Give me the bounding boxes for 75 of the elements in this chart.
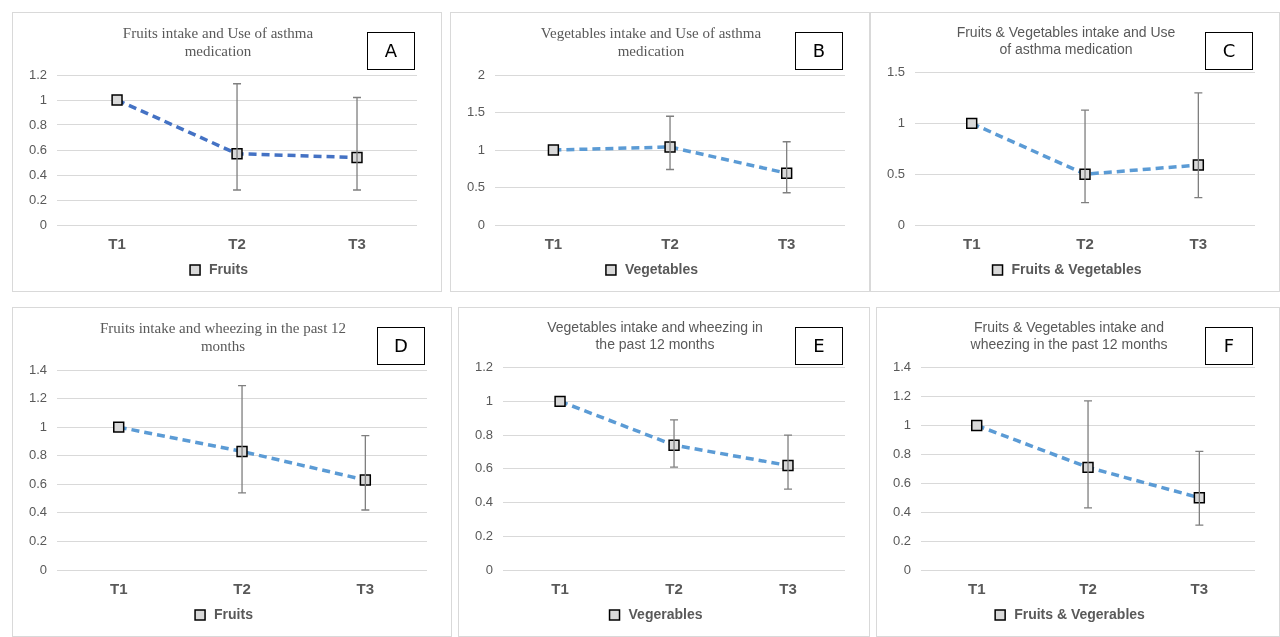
y-tick-label: 0.4 [892,503,912,519]
legend-label: Fruits [214,605,254,622]
x-tick-label: T1 [544,235,563,253]
chart-title: Fruits & Vegetables intake and wheezing in the past 12 months [969,319,1168,353]
legend-label: Vegerables [628,605,703,622]
y-tick-label: 1 [485,392,494,408]
text: D [377,327,425,365]
x-tick-label: T3 [1189,235,1208,253]
y-tick-label: 0.6 [474,460,494,476]
chart-title: Fruits & Vegetables intake and Use of asthma medication [956,24,1176,58]
y-tick-label: 1.2 [28,66,48,82]
x-tick-label: T3 [779,580,797,598]
y-tick-label: 0.4 [474,494,494,510]
y-tick-label: 0.6 [892,474,912,490]
x-tick-label: T2 [1076,235,1094,253]
y-tick-label: 1 [903,417,912,433]
x-tick-label: T2 [1079,580,1097,598]
y-tick-label: 0 [485,561,494,577]
legend-label: Vegetables [624,260,699,277]
y-tick-label: 0 [39,216,48,232]
y-tick-label: 0.2 [892,532,912,548]
text: F [1205,327,1253,365]
y-tick-label: 0.5 [886,165,906,181]
x-tick-label: T1 [962,235,981,253]
x-tick-label: T1 [108,235,126,253]
y-tick-label: 0.6 [28,475,48,491]
y-tick-label: 2 [477,66,486,82]
text: C [1205,32,1253,70]
y-tick-label: 0.5 [466,179,486,195]
x-tick-label: T1 [551,580,569,598]
y-tick-label: 1.2 [892,388,912,404]
y-tick-label: 0.8 [892,445,912,461]
legend-label: Fruits [209,260,249,277]
y-tick-label: 0 [477,216,486,232]
y-tick-label: 0.8 [474,426,494,442]
y-tick-label: 0.4 [28,504,48,520]
y-tick-label: 0.8 [28,116,48,132]
y-tick-label: 0 [897,216,906,232]
y-tick-label: 1 [477,141,486,157]
x-tick-label: T2 [661,235,679,253]
x-tick-label: T3 [777,235,796,253]
y-tick-label: 1.4 [28,361,48,377]
y-tick-label: 0.2 [28,191,48,207]
y-tick-label: 1.5 [466,104,486,120]
y-tick-label: 1 [897,114,906,130]
legend-label: Fruits & Vegerables [1014,605,1146,622]
x-tick-label: T2 [665,580,683,598]
x-tick-label: T3 [348,235,366,253]
y-tick-label: 0 [903,561,912,577]
y-tick-label: 0 [39,561,48,577]
y-tick-label: 1 [39,418,48,434]
y-tick-label: 1 [39,91,48,107]
y-tick-label: 1.2 [28,390,48,406]
y-tick-label: 0.2 [474,527,494,543]
y-tick-label: 1.5 [886,64,906,80]
x-tick-label: T2 [228,235,246,253]
y-tick-label: 0.4 [28,166,48,182]
y-tick-label: 0.6 [28,141,48,157]
legend-label: Fruits & Vegetables [1011,260,1142,277]
y-tick-label: 1.2 [474,359,494,375]
x-tick-label: T1 [109,580,128,598]
text: B [795,32,843,70]
x-tick-label: T2 [233,580,251,598]
y-tick-label: 0.2 [28,533,48,549]
x-tick-label: T3 [1190,580,1209,598]
chart-title: Fruits intake and Use of asthma medication [122,24,314,59]
y-tick-label: 0.8 [28,447,48,463]
chart-title: Fruits intake and wheezing in the past 12 months [99,319,347,354]
x-tick-label: T1 [967,580,986,598]
x-tick-label: T3 [356,580,375,598]
chart-title: Vegetables intake and wheezing in the past 12 months [547,319,763,353]
chart-title: Vegetables intake and Use of asthma medication [540,24,762,59]
y-tick-label: 1.4 [892,359,912,375]
text: E [795,327,843,365]
text: A [367,32,415,70]
